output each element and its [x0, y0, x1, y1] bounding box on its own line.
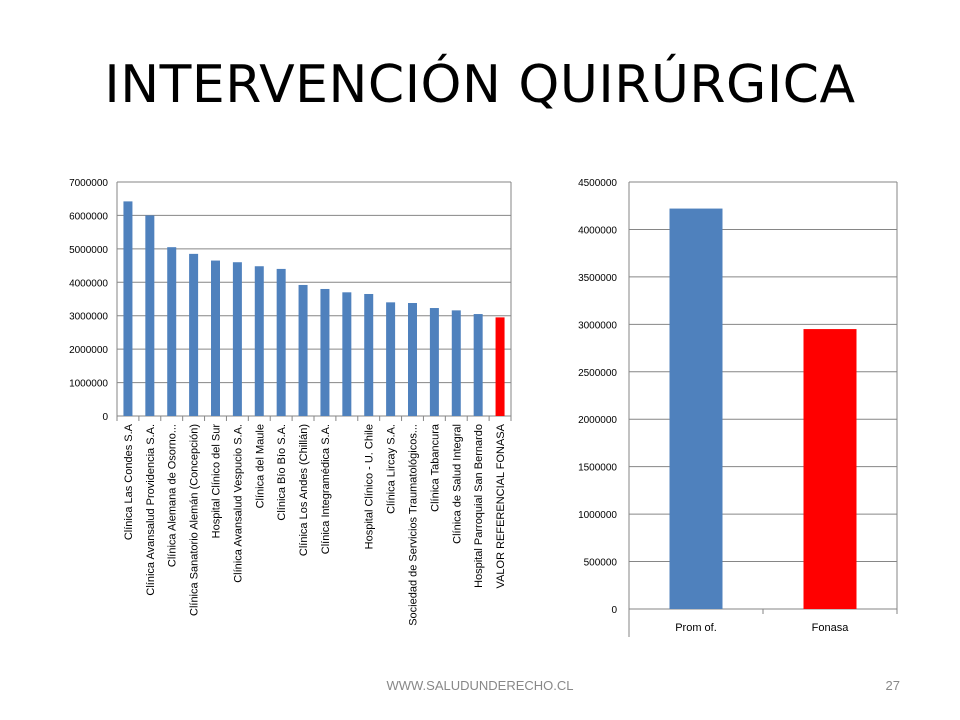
bar	[669, 208, 723, 609]
footer-url: WWW.SALUDUNDERECHO.CL	[386, 678, 574, 693]
y-tick-label: 1000000	[69, 379, 108, 390]
slide-title: INTERVENCIÓN QUIRÚRGICA	[104, 55, 856, 115]
category-label: Clínica de Salud Integral	[451, 424, 463, 544]
bar	[167, 247, 177, 416]
bar	[123, 201, 133, 416]
category-label: Clínica Bío Bío S.A.	[276, 424, 288, 521]
bar	[254, 266, 264, 416]
y-tick-label: 4000000	[578, 225, 617, 236]
bar	[342, 292, 352, 416]
y-tick-label: 2000000	[578, 415, 617, 426]
category-label: Clínica Las Condes S.A	[123, 423, 135, 540]
y-tick-label: 500000	[584, 558, 618, 569]
category-label: Clínica Sanatorio Alemán (Concepción)	[189, 424, 201, 616]
category-label: Clínica del Maule	[254, 424, 266, 508]
bar	[429, 308, 439, 416]
category-label: Prom of.	[675, 622, 717, 634]
y-tick-label: 0	[611, 605, 617, 616]
y-tick-label: 2000000	[69, 345, 108, 356]
bar	[803, 329, 857, 609]
category-label: Clínica Los Andes (Chillán)	[298, 424, 310, 556]
y-tick-label: 5000000	[69, 245, 108, 256]
category-label: Hospital Clínico - U. Chile	[364, 424, 376, 549]
bar	[495, 317, 505, 416]
category-label: Sociedad de Servicios Traumatológicos...	[408, 424, 420, 626]
y-tick-label: 3000000	[578, 320, 617, 331]
category-label: Clínica Tabancura	[429, 423, 441, 512]
category-label: VALOR REFERENCIAL FONASA	[495, 423, 507, 588]
category-label: Clínica Avansalud Vespucio S.A.	[232, 424, 244, 583]
y-tick-label: 4500000	[578, 178, 617, 189]
bar	[189, 253, 199, 416]
bar	[386, 302, 396, 416]
category-label: Clínica Alemana de Osorno...	[167, 424, 179, 567]
bar	[364, 293, 374, 416]
y-tick-label: 2500000	[578, 368, 617, 379]
y-tick-label: 1500000	[578, 463, 617, 474]
bar	[473, 314, 483, 416]
category-label: Hospital Clínico del Sur	[211, 424, 223, 539]
bar	[408, 303, 417, 416]
category-label: Clínica Lircay S.A.	[386, 424, 398, 514]
y-tick-label: 3500000	[578, 273, 617, 284]
bar	[145, 215, 155, 416]
bar	[298, 284, 308, 416]
category-label: Fonasa	[812, 622, 850, 634]
bar	[320, 288, 330, 416]
y-tick-label: 7000000	[69, 178, 108, 189]
category-label: Hospital Parroquial San Bernardo	[473, 424, 485, 588]
category-label: Clínica Integramédica S.A.	[320, 424, 332, 554]
bar	[232, 262, 242, 416]
y-tick-label: 3000000	[69, 312, 108, 323]
y-tick-label: 6000000	[69, 211, 108, 222]
bar	[276, 268, 286, 416]
y-tick-label: 1000000	[578, 510, 617, 521]
bar	[451, 310, 461, 416]
page-number: 27	[885, 678, 900, 693]
category-label: Clínica Avansalud Providencia S.A.	[145, 424, 157, 596]
y-tick-label: 0	[102, 412, 108, 423]
bar	[211, 260, 220, 416]
y-tick-label: 4000000	[69, 278, 108, 289]
